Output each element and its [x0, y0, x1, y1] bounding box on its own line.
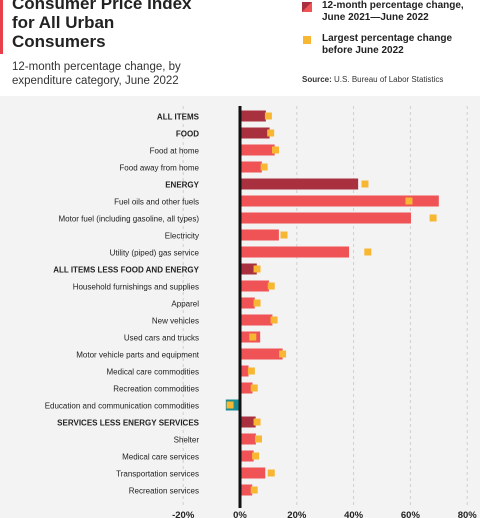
- largest-change-marker: [253, 265, 261, 273]
- category-label: Education and communication commodities: [45, 402, 199, 411]
- source-note: Source: U.S. Bureau of Labor Statistics: [302, 75, 443, 84]
- x-tick-label: -20%: [172, 510, 195, 518]
- largest-change-marker: [279, 350, 287, 358]
- bar: [240, 416, 256, 428]
- category-label: Food away from home: [119, 164, 199, 173]
- category-label: Recreation commodities: [113, 385, 199, 394]
- bar: [240, 450, 254, 462]
- bar: [240, 297, 255, 309]
- category-label: ALL ITEMS LESS FOOD AND ENERGY: [53, 266, 199, 275]
- largest-change-marker: [254, 435, 262, 443]
- category-label: Apparel: [171, 300, 199, 309]
- legend-swatch-current-icon: [302, 2, 312, 12]
- largest-change-marker: [247, 367, 255, 375]
- bar: [240, 365, 249, 377]
- largest-change-marker: [250, 486, 258, 494]
- legend-label-largest: Largest percentage change before June 20…: [322, 33, 453, 56]
- bar: [240, 144, 275, 156]
- bar: [240, 195, 439, 207]
- bar: [240, 263, 257, 275]
- bar: [240, 212, 411, 224]
- bar: [240, 110, 266, 122]
- category-label: Household furnishings and supplies: [73, 283, 199, 292]
- x-tick-label: 40%: [344, 510, 364, 518]
- title-accent-bar: [0, 0, 3, 54]
- category-label: Transportation services: [116, 470, 199, 479]
- largest-change-marker: [280, 231, 288, 239]
- chart-header: Consumer Price Index for All Urban Consu…: [0, 0, 480, 96]
- largest-change-marker: [429, 214, 437, 222]
- x-tick-label: 20%: [287, 510, 307, 518]
- category-label: SERVICES LESS ENERGY SERVICES: [57, 419, 199, 428]
- source-text: U.S. Bureau of Labor Statistics: [334, 75, 444, 84]
- largest-change-marker: [405, 197, 413, 205]
- category-label: Used cars and trucks: [124, 334, 199, 343]
- largest-change-marker: [253, 418, 261, 426]
- category-label: Utility (piped) gas service: [110, 249, 200, 258]
- bar: [240, 433, 256, 445]
- bar: [240, 229, 279, 241]
- category-label: New vehicles: [152, 317, 199, 326]
- bar: [240, 484, 253, 496]
- bar: [240, 127, 270, 139]
- chart-subtitle: 12-month percentage change, by expenditu…: [12, 61, 181, 87]
- bar: [240, 314, 273, 326]
- chart-title: Consumer Price Index for All Urban Consu…: [12, 0, 192, 51]
- largest-change-marker: [252, 452, 260, 460]
- bar: [240, 348, 283, 360]
- source-prefix: Source:: [302, 75, 332, 84]
- legend-item-largest: Largest percentage change before June 20…: [302, 33, 477, 57]
- category-label: Medical care services: [122, 453, 199, 462]
- legend-item-current: 12-month percentage change, June 2021—Ju…: [302, 0, 477, 24]
- category-label: ALL ITEMS: [157, 113, 200, 122]
- bar: [240, 382, 253, 394]
- largest-change-marker: [364, 248, 372, 256]
- largest-change-marker: [361, 180, 369, 188]
- category-label: Shelter: [174, 436, 200, 445]
- category-label: Motor fuel (including gasoline, all type…: [58, 215, 199, 224]
- legend-swatch-largest-icon: [303, 36, 311, 44]
- category-label: ENERGY: [165, 181, 199, 190]
- category-label: Fuel oils and other fuels: [114, 198, 199, 207]
- category-label: Recreation services: [129, 487, 199, 496]
- largest-change-marker: [264, 112, 272, 120]
- bar: [240, 467, 266, 479]
- category-label: Medical care commodities: [107, 368, 199, 377]
- category-label: Motor vehicle parts and equipment: [76, 351, 200, 360]
- bar: [240, 280, 269, 292]
- largest-change-marker: [267, 129, 275, 137]
- category-label: Electricity: [165, 232, 199, 241]
- largest-change-marker: [260, 163, 268, 171]
- largest-change-marker: [226, 401, 234, 409]
- bar: [240, 178, 359, 190]
- category-label: FOOD: [176, 130, 199, 139]
- largest-change-marker: [253, 299, 261, 307]
- x-tick-label: 60%: [401, 510, 421, 518]
- legend-label-current: 12-month percentage change, June 2021—Ju…: [322, 0, 464, 23]
- largest-change-marker: [270, 316, 278, 324]
- x-tick-label: 80%: [458, 510, 478, 518]
- category-label: Food at home: [150, 147, 200, 156]
- largest-change-marker: [267, 282, 275, 290]
- bar: [240, 161, 262, 173]
- largest-change-marker: [267, 469, 275, 477]
- largest-change-marker: [250, 384, 258, 392]
- bar: [240, 246, 350, 258]
- x-tick-label: 0%: [233, 510, 247, 518]
- largest-change-marker: [272, 146, 279, 154]
- largest-change-marker: [249, 333, 257, 341]
